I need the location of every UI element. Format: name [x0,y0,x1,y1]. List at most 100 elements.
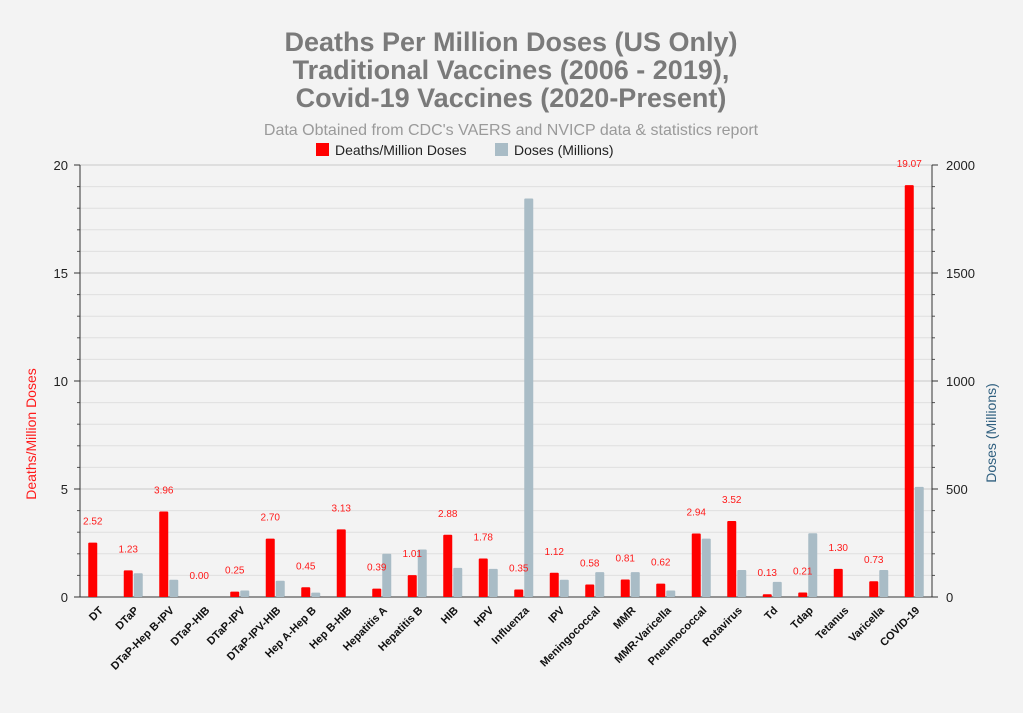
bar-doses-dtap-ipv[interactable] [240,590,250,597]
bar-deaths-covid-19[interactable] [904,185,914,597]
category-label: DTaP [114,605,142,633]
left-tick-label: 5 [61,482,68,497]
bar-deaths-hpv[interactable] [478,558,488,597]
bar-deaths-hep-b-hib[interactable] [336,529,346,597]
data-label-deaths: 0.73 [864,555,884,566]
right-tick-label: 500 [946,482,968,497]
data-label-deaths: 0.39 [367,563,387,574]
right-axis-label: Doses (Millions) [983,383,999,483]
right-tick-label: 0 [946,590,953,605]
bar-doses-tdap[interactable] [808,533,818,597]
bar-doses-meningococcal[interactable] [595,572,605,597]
bar-deaths-hib[interactable] [443,534,453,597]
left-tick-label: 15 [54,266,68,281]
category-label: DTaP-HIB [169,605,213,649]
data-label-deaths: 0.58 [580,558,600,569]
legend-label-deaths[interactable]: Deaths/Million Doses [335,142,467,158]
legend-swatch-deaths [316,143,329,156]
legend-label-doses[interactable]: Doses (Millions) [514,142,614,158]
bar-deaths-tdap[interactable] [798,592,808,597]
bar-deaths-dtap-ipv[interactable] [230,591,240,597]
category-label: Tdap [789,604,816,631]
bar-deaths-mmr[interactable] [620,579,630,597]
bar-deaths-rotavirus[interactable] [727,520,737,597]
bar-doses-td[interactable] [772,581,782,597]
left-tick-label: 20 [54,158,68,173]
bar-deaths-tetanus[interactable] [833,568,843,597]
bar-doses-hepatitis-a[interactable] [382,553,392,597]
bars [88,185,924,598]
chart-title-line-3: Covid-19 Vaccines (2020-Present) [296,83,727,113]
category-label: HIB [439,605,461,627]
bar-deaths-varicella[interactable] [869,581,879,597]
bar-deaths-influenza[interactable] [514,589,524,597]
data-label-deaths: 2.52 [83,517,103,528]
data-label-deaths: 1.30 [829,543,849,554]
left-tick-label: 10 [54,374,68,389]
bar-deaths-meningococcal[interactable] [585,584,595,597]
chart-title-line-1: Deaths Per Million Doses (US Only) [284,27,737,57]
category-label: MMR [611,605,638,632]
bar-doses-mmr[interactable] [630,572,640,597]
data-label-deaths: 0.35 [509,563,529,574]
bar-deaths-td[interactable] [762,594,772,597]
bar-deaths-dtap[interactable] [123,570,133,597]
data-label-deaths: 0.45 [296,561,316,572]
bar-deaths-dtap-hep-b-ipv[interactable] [159,511,169,597]
legend[interactable]: Deaths/Million Doses Doses (Millions) [316,142,614,158]
bar-deaths-mmr-varicella[interactable] [656,583,666,597]
category-label: Tetanus [814,605,852,643]
data-label-deaths: 2.94 [687,507,707,518]
data-label-deaths: 3.96 [154,485,174,496]
bar-doses-dtap-hep-b-ipv[interactable] [169,579,179,597]
bar-deaths-dtap-ipv-hib[interactable] [265,538,275,597]
data-label-deaths: 2.70 [261,513,281,524]
category-label: DTaP-Hep B-IPV [109,604,177,672]
bar-deaths-ipv[interactable] [549,572,559,597]
data-label-deaths: 0.62 [651,558,671,569]
bar-deaths-hepatitis-b[interactable] [407,575,417,597]
data-label-deaths: 19.07 [897,159,922,170]
bar-doses-pneumococcal[interactable] [701,538,711,597]
data-label-deaths: 0.25 [225,566,245,577]
bar-doses-hepatitis-b[interactable] [417,549,427,597]
left-tick-label: 0 [61,590,68,605]
data-label-deaths: 2.88 [438,509,458,520]
legend-swatch-doses [495,143,508,156]
bar-deaths-hepatitis-a[interactable] [372,588,382,597]
grid-lines [80,164,932,598]
bar-doses-dtap-ipv-hib[interactable] [275,580,285,597]
right-tick-label: 1500 [946,266,975,281]
category-label: Td [762,605,780,623]
data-labels: 2.52 1.23 3.96 0.00 0.25 2.70 0.45 3.13 0.39 1.01… [83,159,922,582]
data-label-deaths: 0.81 [616,554,636,565]
data-label-deaths: 1.12 [545,547,565,558]
bar-doses-influenza[interactable] [524,198,534,598]
bar-doses-ipv[interactable] [559,579,569,597]
bar-doses-hpv[interactable] [488,568,498,597]
chart-subtitle: Data Obtained from CDC's VAERS and NVICP… [264,122,759,139]
bar-doses-covid-19[interactable] [914,486,924,597]
category-label: HPV [472,604,497,629]
bar-doses-dtap[interactable] [133,573,143,597]
bar-doses-rotavirus[interactable] [737,570,747,597]
right-tick-label: 1000 [946,374,975,389]
bar-deaths-pneumococcal[interactable] [691,533,701,597]
data-label-deaths: 3.13 [332,503,352,514]
right-tick-label: 2000 [946,158,975,173]
data-label-deaths: 0.13 [758,568,778,579]
bar-deaths-dt[interactable] [88,542,98,597]
bar-doses-hep-a-hep-b[interactable] [311,592,321,597]
bar-deaths-hep-a-hep-b[interactable] [301,587,311,597]
data-label-deaths: 1.78 [474,533,494,544]
bar-doses-hib[interactable] [453,567,463,597]
data-label-deaths: 1.23 [119,544,139,555]
category-label: Influenza [490,604,533,647]
data-label-deaths: 3.52 [722,495,742,506]
right-axis: 0 500 1000 1500 2000 [931,158,975,605]
bar-doses-mmr-varicella[interactable] [666,590,676,597]
category-label: DT [87,604,106,623]
bar-doses-varicella[interactable] [879,570,889,597]
